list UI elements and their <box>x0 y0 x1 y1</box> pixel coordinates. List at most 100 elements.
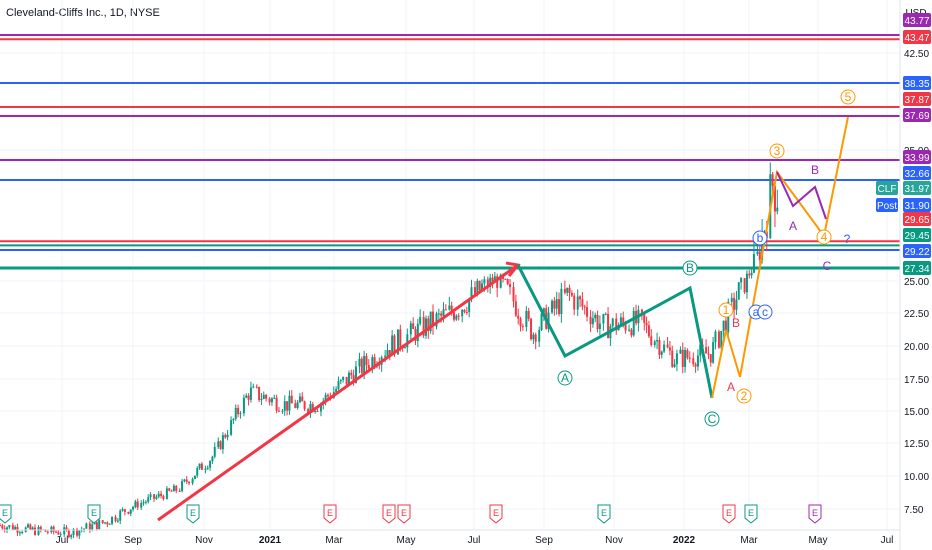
price-tag-bg <box>903 150 931 164</box>
wave-blue-c: c <box>762 305 768 319</box>
candle-body <box>311 404 314 412</box>
candle-body <box>155 496 158 499</box>
earnings-label: E <box>386 508 392 518</box>
candle-body <box>705 347 708 354</box>
time-tick-label: Jul <box>881 535 894 546</box>
candle-body <box>262 394 265 399</box>
candle-body <box>675 353 678 365</box>
earnings-marker[interactable]: E <box>722 504 736 524</box>
candle-body <box>204 468 207 470</box>
price-tag: Post <box>876 198 898 212</box>
time-tick-label: Nov <box>195 535 213 546</box>
candle-body <box>44 529 47 532</box>
candle-body <box>1 525 4 529</box>
candle-body <box>696 355 699 367</box>
candle-body <box>188 481 191 484</box>
candle-body <box>3 528 6 531</box>
wave-orange-5-ring <box>840 89 856 105</box>
candle-body <box>406 334 409 348</box>
candle-body <box>444 309 447 311</box>
price-tick-label: 42.50 <box>904 49 929 60</box>
time-tick-label: May <box>397 535 416 546</box>
earnings-label: E <box>726 508 732 518</box>
earnings-marker[interactable]: E <box>323 504 337 524</box>
earnings-marker[interactable]: E <box>744 504 758 524</box>
wave-green-a: A <box>561 371 569 385</box>
candle-body <box>111 516 114 524</box>
candle-body <box>114 516 117 522</box>
candle-body <box>756 251 759 255</box>
candle-body <box>461 309 464 317</box>
candle-body <box>740 278 743 283</box>
earnings-marker[interactable]: E <box>382 504 396 524</box>
candle-body <box>579 296 582 300</box>
price-tag: 38.35 <box>903 76 931 90</box>
price-tag: 33.99 <box>903 150 931 164</box>
candle-body <box>745 273 748 293</box>
price-tag-label: Post <box>877 201 897 212</box>
candle-body <box>737 282 740 300</box>
candle-body <box>448 305 451 310</box>
candle-body <box>198 463 201 469</box>
candle-body <box>560 288 563 315</box>
candle-body <box>563 288 566 293</box>
price-tag-bg <box>903 13 931 27</box>
candle-body <box>245 395 248 398</box>
candle-body <box>474 287 477 295</box>
candle-body <box>65 527 68 530</box>
candle-body <box>589 316 592 325</box>
earnings-label: E <box>327 508 333 518</box>
price-tick-label: 25.00 <box>904 277 929 288</box>
candle-body <box>615 318 618 331</box>
earnings-marker[interactable]: E <box>87 504 101 524</box>
time-tick-label: May <box>809 535 828 546</box>
candle-body <box>196 468 199 476</box>
earnings-badge <box>397 504 411 524</box>
candle-body <box>95 521 98 530</box>
candle-body <box>709 354 712 363</box>
price-tag: 31.97 <box>903 181 931 195</box>
candle-body <box>525 310 528 328</box>
earnings-marker[interactable]: E <box>0 504 12 524</box>
chart-title: Cleveland-Cliffs Inc., 1D, NYSE <box>6 7 160 19</box>
candle-body <box>607 313 610 339</box>
candle-body <box>396 329 399 355</box>
candle-body <box>640 309 643 314</box>
wave-green-b-ring <box>682 260 698 276</box>
candle-body <box>688 357 691 359</box>
price-tag-label: 38.35 <box>904 79 929 90</box>
candle-body <box>91 524 94 531</box>
time-axis: Jul Sep Nov 2021 Mar May Jul Sep Nov 2022 Mar May Ju… <box>0 529 900 546</box>
earnings-marker[interactable]: E <box>489 504 503 524</box>
earnings-badge <box>489 504 503 524</box>
earnings-marker[interactable]: E <box>597 504 611 524</box>
candle-body <box>142 502 145 504</box>
candle-body <box>712 342 715 363</box>
earnings-label: E <box>748 508 754 518</box>
candle-body <box>483 279 486 284</box>
earnings-marker[interactable]: E <box>186 504 200 524</box>
price-tag: 32.66 <box>903 166 931 180</box>
price-tag-bg <box>903 228 931 242</box>
earnings-marker[interactable]: E <box>397 504 411 524</box>
candle-body <box>581 299 584 307</box>
candle-body <box>624 322 627 331</box>
candle-body <box>478 280 481 291</box>
candle-body <box>602 314 605 324</box>
wave-purple-b: B <box>811 163 819 177</box>
candle-body <box>576 296 579 310</box>
candle-body <box>594 314 597 319</box>
candle-body <box>463 309 466 312</box>
candle-body <box>273 397 276 399</box>
candle-body <box>242 397 245 414</box>
earnings-marker[interactable]: E <box>808 504 822 524</box>
candle-body <box>442 309 445 316</box>
price-tick-label: 10.00 <box>904 472 929 483</box>
price-tag-label: 29.45 <box>904 231 929 242</box>
candle-body <box>666 344 669 348</box>
candle-body <box>558 299 561 315</box>
candle-body <box>386 350 389 356</box>
candle-body <box>78 530 81 536</box>
candle-body <box>566 287 569 293</box>
